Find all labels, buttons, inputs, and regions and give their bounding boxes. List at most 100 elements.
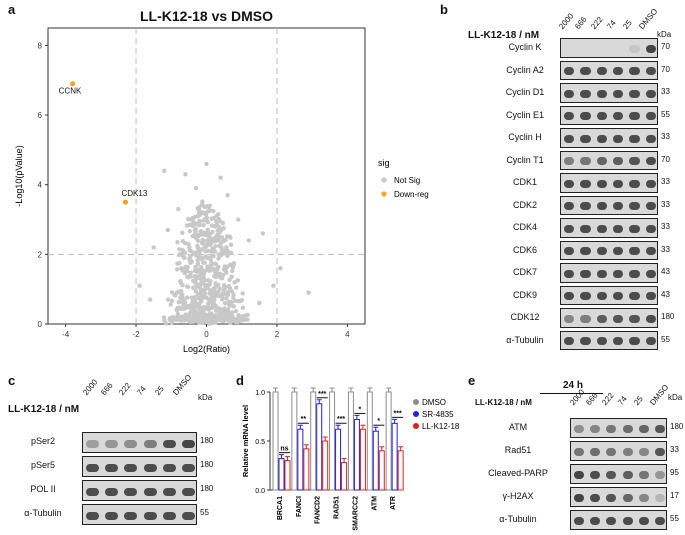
blot-band [629,44,640,53]
volcano-point [236,217,241,222]
blot-band [124,463,138,472]
blot-row-image [560,150,658,170]
panel-label-b: b [440,2,448,17]
volcano-point [199,247,205,252]
blot-band [564,224,575,233]
blot-row-name: CDK12 [510,312,540,322]
blot-band [645,247,656,256]
volcano-point [210,229,215,235]
blot-row-kda: 55 [661,334,670,344]
blot-band [654,494,665,502]
blot-row-kda: 180 [200,460,214,469]
volcano-ylabel: -Log10(pValue) [14,145,24,206]
volcano-point [204,161,209,167]
volcano-point [186,274,191,280]
blot-band [580,292,591,301]
volcano-point [179,316,184,321]
volcano-point [182,270,188,276]
blot-row-name: CDK2 [512,199,537,210]
bar-ytick-label: 0.5 [255,439,265,446]
volcano-point [229,289,235,294]
lane-label: 2000 [557,11,576,31]
blot-band [86,487,100,496]
volcano-frame [47,27,366,325]
blot-band [143,511,157,520]
lane-label: 74 [616,394,629,407]
blot-band [105,439,119,448]
volcano-point [193,185,199,191]
volcano-point [214,232,220,238]
volcano-point [209,253,215,259]
volcano-point [195,261,201,267]
blot-row-name: CDK9 [512,289,537,300]
blot-band [613,67,624,76]
volcano-point [240,314,245,319]
blot-band [564,89,575,98]
blot-band [580,112,591,121]
blot-band [645,134,656,143]
volcano-point [204,295,209,301]
volcano-point [190,222,195,227]
blot-band [645,292,656,301]
blot-band [596,314,607,323]
volcano-plot: -4 -2 0 2 4 0 2 4 6 8 Log2(Ratio) -Log10(pValue) CCN… [14,27,429,354]
bar-ll-k12-18 [378,450,385,491]
volcano-point-label: CDK13 [121,189,147,198]
blot-band [596,157,607,166]
volcano-point [205,203,211,209]
blot-band [638,448,649,456]
volcano-point [161,315,167,320]
blot-row-image [82,456,197,477]
blot-band [622,471,633,479]
blot-row-name: Cleaved-PARP [488,468,548,478]
lane-label: 222 [117,380,133,397]
blot-band [645,44,656,53]
blot-band [645,269,656,278]
volcano-point [201,231,206,237]
volcano-point [232,280,237,285]
volcano-point [192,215,197,220]
volcano-point [174,290,179,296]
blot-band [574,425,585,433]
blot-row-name: CDK1 [512,177,537,187]
volcano-point [216,252,221,257]
volcano-point [177,247,182,252]
volcano-point [200,238,205,244]
blot-row-kda: 180 [200,436,214,445]
volcano-point [169,290,175,295]
blot-row-name: Rad51 [504,445,532,455]
blot-band [596,269,607,278]
volcano-point [209,240,214,245]
blot-band [596,224,607,233]
volcano-point [225,249,231,255]
volcano-legend-title: sig [378,158,390,168]
volcano-point [217,224,222,230]
bar-legend-marker [413,399,419,405]
volcano-point [182,250,188,255]
blot-row-name: Cyclin A2 [506,64,544,75]
bar-category-label: SMARCC2 [352,496,359,531]
blot-e-header: LL-K12-18 / nM [475,398,532,407]
bar-sig-label: *** [318,391,326,398]
volcano-point [187,228,192,234]
blot-band [613,337,624,346]
bar-ll-k12-18 [359,428,366,491]
blot-band [596,292,607,301]
volcano-point [195,206,200,211]
volcano-xtick-label: 2 [275,330,280,339]
blot-row-name: α-Tubulin [506,334,544,345]
volcano-point [229,274,234,279]
volcano-point [236,313,241,318]
blot-band [596,67,607,76]
volcano-point [235,278,241,283]
blot-band [564,179,575,188]
bar-ytick-label: 0.0 [255,488,265,495]
blot-band [564,67,575,76]
volcano-point [222,301,228,306]
volcano-point [187,245,192,250]
panel-label-c: c [8,373,16,388]
blot-band [629,314,640,323]
blot-band [105,511,119,520]
volcano-point [205,278,211,283]
volcano-point [189,315,195,321]
